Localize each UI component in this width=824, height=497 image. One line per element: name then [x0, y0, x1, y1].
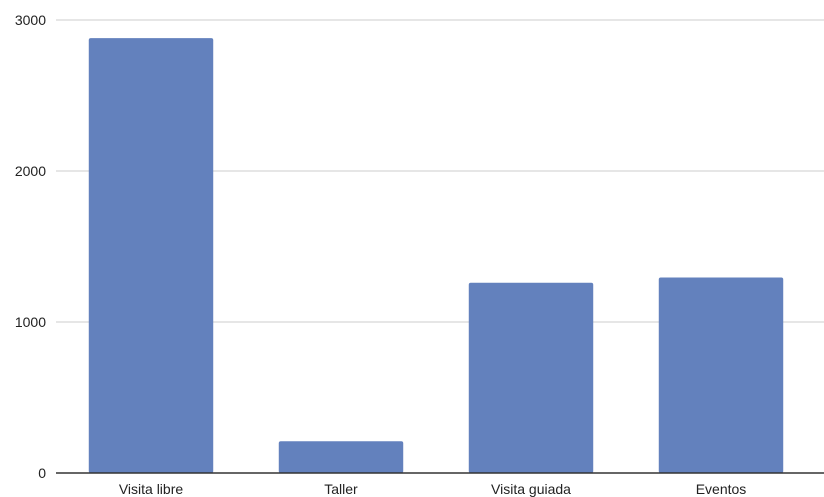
bar-eventos — [658, 277, 784, 473]
y-tick-label: 1000 — [15, 314, 46, 330]
y-tick-label: 0 — [38, 465, 46, 481]
bar-visita-libre — [88, 38, 214, 474]
bar-visita-guiada — [468, 282, 594, 473]
y-axis-ticks: 0 1000 2000 3000 — [15, 12, 46, 481]
x-tick-label: Visita guiada — [491, 481, 571, 497]
y-tick-label: 3000 — [15, 12, 46, 28]
x-tick-label: Eventos — [696, 481, 747, 497]
bars — [88, 38, 784, 474]
y-tick-label: 2000 — [15, 163, 46, 179]
x-tick-label: Visita libre — [119, 481, 184, 497]
bar-taller — [278, 441, 404, 473]
x-axis-labels: Visita libre Taller Visita guiada Eventos — [119, 481, 746, 497]
x-tick-label: Taller — [324, 481, 358, 497]
